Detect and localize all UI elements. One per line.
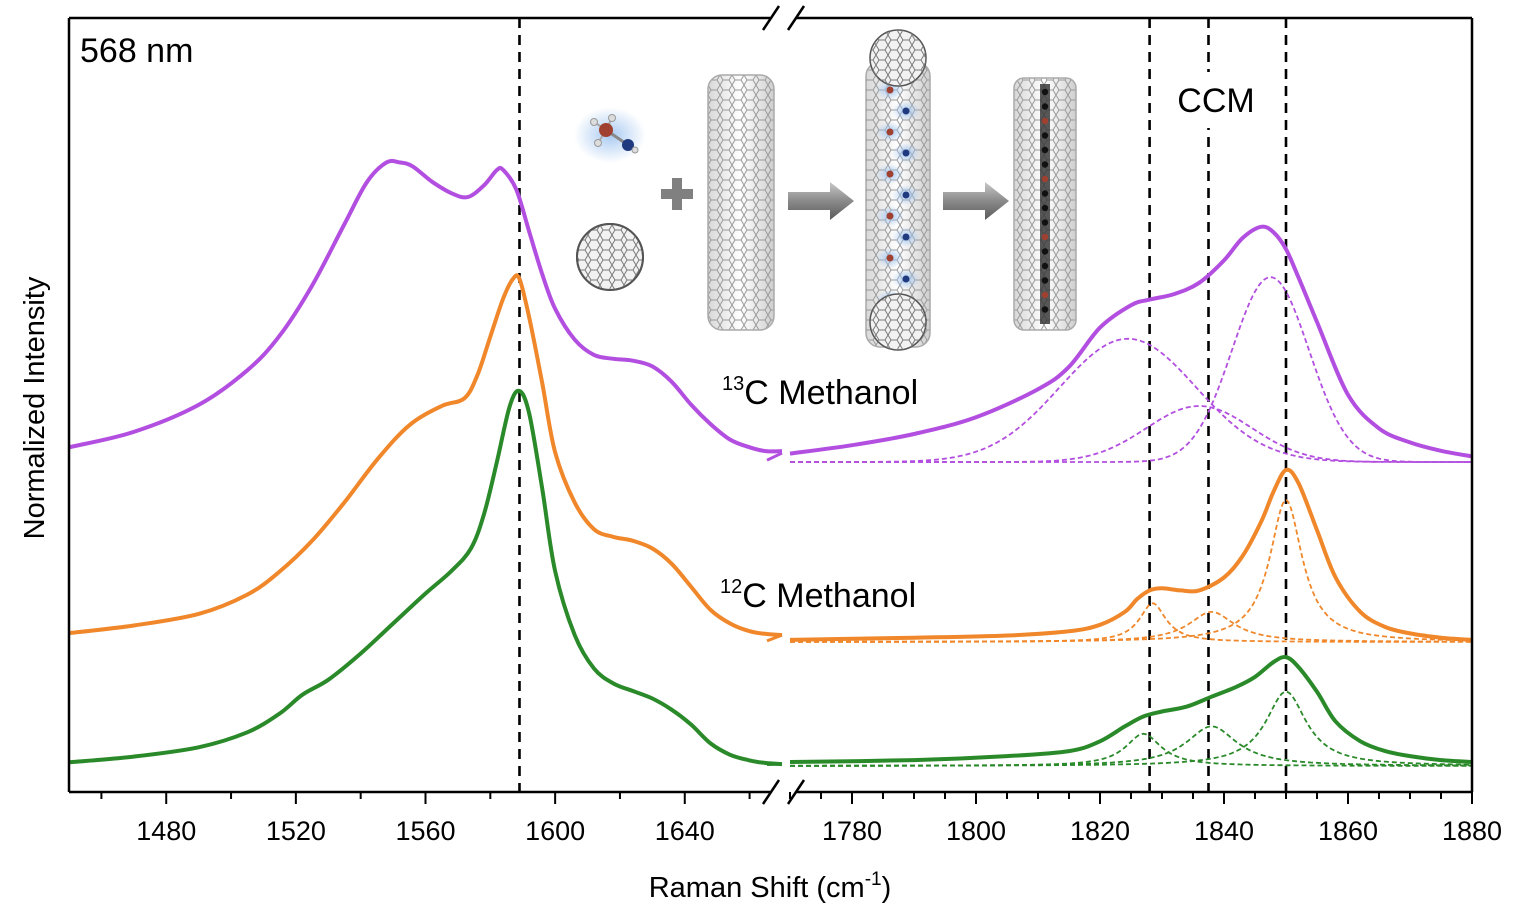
x-tick-label: 1800: [946, 816, 1006, 846]
axis-break-marker: [761, 5, 806, 31]
arrow-icon: [943, 182, 1009, 220]
ccm-formation-schematic: [574, 29, 1077, 351]
filled-nanotube-icon: [865, 29, 931, 351]
x-tick-label: 1780: [822, 816, 882, 846]
ccm-label: CCM: [1177, 82, 1254, 120]
axis-break-marker: [761, 779, 806, 805]
fit-component-methanol13-3: [790, 276, 1472, 463]
series-line-pristine-left: [68, 388, 783, 767]
axes: 1480 1520 1560 1600 1640 1780 1800 1820 1840 1860…: [67, 5, 1502, 846]
plus-icon: [661, 178, 693, 210]
x-tick-label: 1640: [655, 816, 715, 846]
pristine-label-background: [738, 690, 892, 744]
empty-nanotube-icon: [707, 74, 775, 331]
wavelength-label: 568 nm: [80, 32, 193, 70]
series-line-methanol13-right: [789, 224, 1473, 459]
x-tick-label: 1560: [395, 816, 455, 846]
x-tick-label: 1880: [1442, 816, 1502, 846]
x-tick-label: 1840: [1194, 816, 1254, 846]
series-line-pristine-right: [789, 654, 1473, 764]
arrow-icon: [788, 182, 854, 220]
methanol13-label: 13C Methanol: [722, 373, 918, 412]
plot-area: [68, 18, 1473, 792]
fit-component-methanol13-2: [790, 405, 1472, 463]
methanol-molecule-icon: [574, 107, 646, 163]
fullerene-molecule-icon: [576, 223, 644, 291]
series-line-methanol12-left: [68, 273, 783, 638]
series-tail-methanol13: [766, 451, 783, 462]
x-tick-label: 1820: [1070, 816, 1130, 846]
series-tail-methanol12: [766, 633, 783, 643]
y-axis-title: Normalized Intensity: [19, 276, 51, 539]
x-tick-label: 1600: [525, 816, 585, 846]
x-tick-label: 1480: [136, 816, 196, 846]
ccm-nanotube-icon: [1013, 77, 1077, 331]
series-line-methanol13-left: [68, 158, 783, 454]
fit-component-methanol12-3: [790, 499, 1473, 643]
series-line-methanol12-right: [789, 467, 1473, 642]
methanol12-label: 12C Methanol: [720, 576, 916, 615]
x-tick-label: 1860: [1318, 816, 1378, 846]
fit-component-pristine-3: [790, 690, 1472, 767]
x-tick-label: 1520: [266, 816, 326, 846]
ccm-label-background: [1162, 72, 1270, 128]
x-axis-title: Raman Shift (cm-1): [649, 869, 892, 904]
